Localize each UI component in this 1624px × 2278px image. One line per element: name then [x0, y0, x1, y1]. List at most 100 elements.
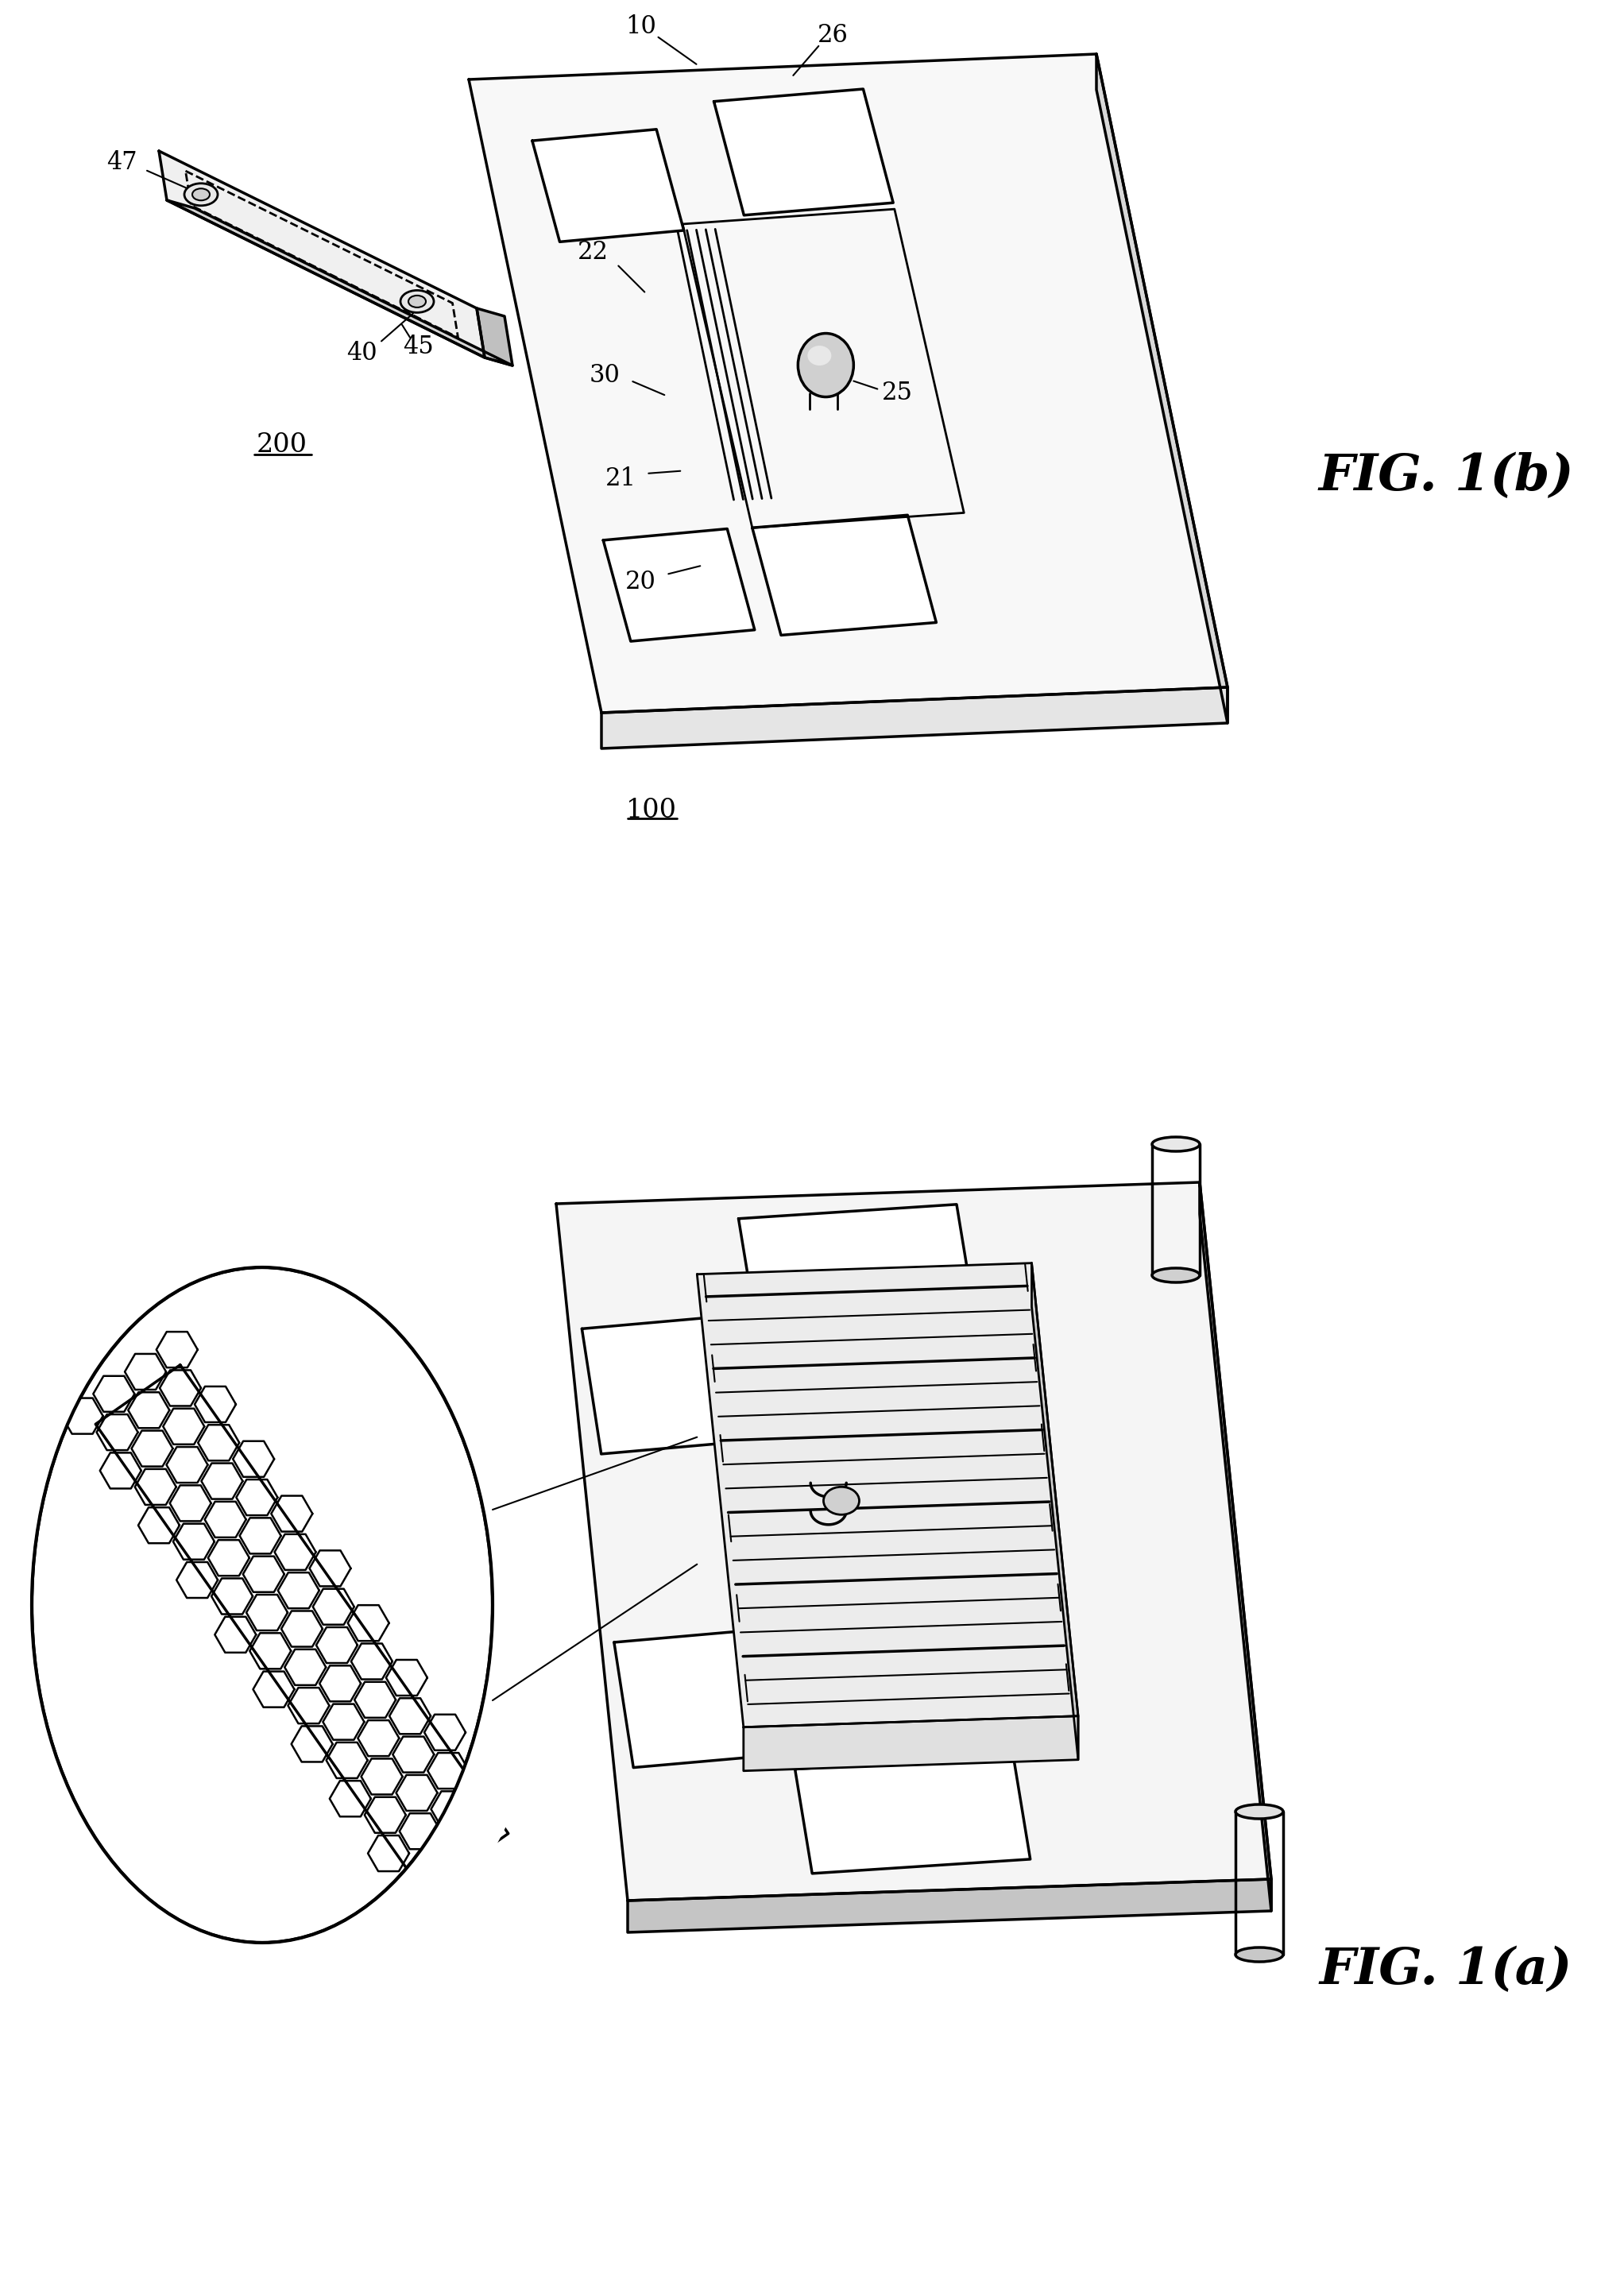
Polygon shape [281, 1611, 323, 1647]
Polygon shape [393, 1736, 434, 1772]
Polygon shape [313, 1588, 354, 1624]
Polygon shape [278, 1572, 320, 1608]
Polygon shape [601, 688, 1228, 749]
Text: 10: 10 [625, 14, 656, 39]
Polygon shape [697, 1262, 1078, 1727]
Polygon shape [390, 1697, 430, 1734]
Polygon shape [247, 1595, 287, 1631]
Polygon shape [330, 1781, 370, 1816]
Polygon shape [351, 1642, 393, 1679]
Polygon shape [581, 1317, 729, 1453]
Polygon shape [317, 1626, 357, 1663]
Polygon shape [1031, 1262, 1078, 1759]
Text: FIG. 1(a): FIG. 1(a) [1320, 1945, 1572, 1996]
Ellipse shape [807, 346, 831, 364]
Polygon shape [201, 1462, 242, 1499]
Polygon shape [752, 515, 937, 636]
Ellipse shape [408, 296, 425, 308]
Polygon shape [364, 1797, 406, 1834]
Polygon shape [167, 200, 513, 364]
Polygon shape [477, 308, 513, 364]
Polygon shape [198, 1424, 239, 1460]
Ellipse shape [192, 189, 209, 200]
Polygon shape [555, 1182, 1272, 1900]
Polygon shape [400, 1813, 440, 1850]
Polygon shape [205, 1501, 245, 1538]
Text: 47: 47 [106, 150, 136, 175]
Text: 200: 200 [257, 433, 307, 458]
Polygon shape [603, 528, 755, 642]
Text: 45: 45 [403, 335, 434, 360]
Polygon shape [533, 130, 684, 241]
Polygon shape [715, 89, 893, 214]
Polygon shape [361, 1759, 403, 1795]
Polygon shape [166, 1447, 208, 1483]
Polygon shape [291, 1727, 333, 1761]
Polygon shape [138, 1508, 180, 1542]
Ellipse shape [32, 1267, 492, 1943]
Polygon shape [208, 1540, 250, 1576]
Text: 26: 26 [817, 23, 848, 48]
Text: 100: 100 [627, 797, 677, 822]
Polygon shape [326, 1743, 367, 1779]
Polygon shape [469, 55, 1228, 713]
Ellipse shape [185, 182, 218, 205]
Text: 22: 22 [578, 239, 609, 264]
Ellipse shape [1151, 1137, 1200, 1150]
Polygon shape [614, 1631, 762, 1768]
Polygon shape [195, 1387, 235, 1421]
Polygon shape [369, 1836, 409, 1870]
Polygon shape [424, 1715, 466, 1750]
Polygon shape [274, 1533, 315, 1570]
Polygon shape [1096, 55, 1228, 722]
Polygon shape [232, 1442, 274, 1476]
Polygon shape [171, 1485, 211, 1522]
Polygon shape [62, 1399, 102, 1433]
Polygon shape [271, 1497, 312, 1531]
Polygon shape [135, 1469, 175, 1506]
Polygon shape [284, 1649, 326, 1686]
Polygon shape [156, 1333, 198, 1367]
Ellipse shape [401, 289, 434, 312]
Polygon shape [125, 1353, 166, 1390]
Ellipse shape [1236, 1948, 1283, 1961]
Polygon shape [323, 1704, 364, 1740]
Polygon shape [211, 1579, 253, 1615]
Polygon shape [1200, 1182, 1272, 1911]
Polygon shape [244, 1556, 284, 1592]
Polygon shape [739, 1205, 974, 1324]
Text: 30: 30 [590, 362, 620, 387]
Polygon shape [320, 1665, 361, 1702]
Polygon shape [357, 1720, 400, 1756]
Polygon shape [96, 1415, 138, 1451]
Text: 20: 20 [625, 570, 656, 595]
Polygon shape [627, 1879, 1272, 1932]
Text: FIG. 1(b): FIG. 1(b) [1319, 453, 1574, 501]
Polygon shape [235, 1478, 278, 1515]
Ellipse shape [797, 333, 854, 396]
Polygon shape [93, 1376, 135, 1412]
Polygon shape [310, 1551, 351, 1585]
Polygon shape [287, 1688, 330, 1724]
Polygon shape [240, 1517, 281, 1554]
Polygon shape [427, 1752, 469, 1788]
Polygon shape [430, 1791, 473, 1827]
Polygon shape [177, 1563, 218, 1597]
Text: 21: 21 [606, 467, 637, 492]
Polygon shape [101, 1453, 141, 1488]
Polygon shape [162, 1408, 205, 1444]
Polygon shape [396, 1775, 437, 1811]
Polygon shape [250, 1633, 291, 1670]
Ellipse shape [1236, 1804, 1283, 1818]
Polygon shape [744, 1715, 1078, 1770]
Text: 25: 25 [882, 380, 913, 405]
Polygon shape [354, 1681, 396, 1718]
Polygon shape [174, 1524, 214, 1560]
Polygon shape [132, 1431, 172, 1467]
Polygon shape [214, 1617, 257, 1652]
Polygon shape [159, 150, 484, 358]
Polygon shape [159, 1369, 201, 1406]
Polygon shape [796, 1754, 1030, 1873]
Polygon shape [253, 1672, 294, 1706]
Ellipse shape [823, 1488, 859, 1515]
